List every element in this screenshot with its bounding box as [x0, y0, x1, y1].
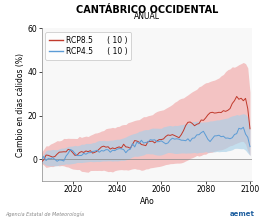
Text: ANUAL: ANUAL [134, 12, 160, 21]
X-axis label: Año: Año [140, 197, 154, 206]
Y-axis label: Cambio en dias cálidos (%): Cambio en dias cálidos (%) [16, 53, 25, 157]
Text: CANTÁBRICO OCCIDENTAL: CANTÁBRICO OCCIDENTAL [76, 5, 218, 15]
Legend: RCP8.5      ( 10 ), RCP4.5      ( 10 ): RCP8.5 ( 10 ), RCP4.5 ( 10 ) [46, 32, 132, 60]
Text: Agencia Estatal de Meteorología: Agencia Estatal de Meteorología [5, 211, 84, 217]
Text: aemet: aemet [230, 211, 255, 217]
